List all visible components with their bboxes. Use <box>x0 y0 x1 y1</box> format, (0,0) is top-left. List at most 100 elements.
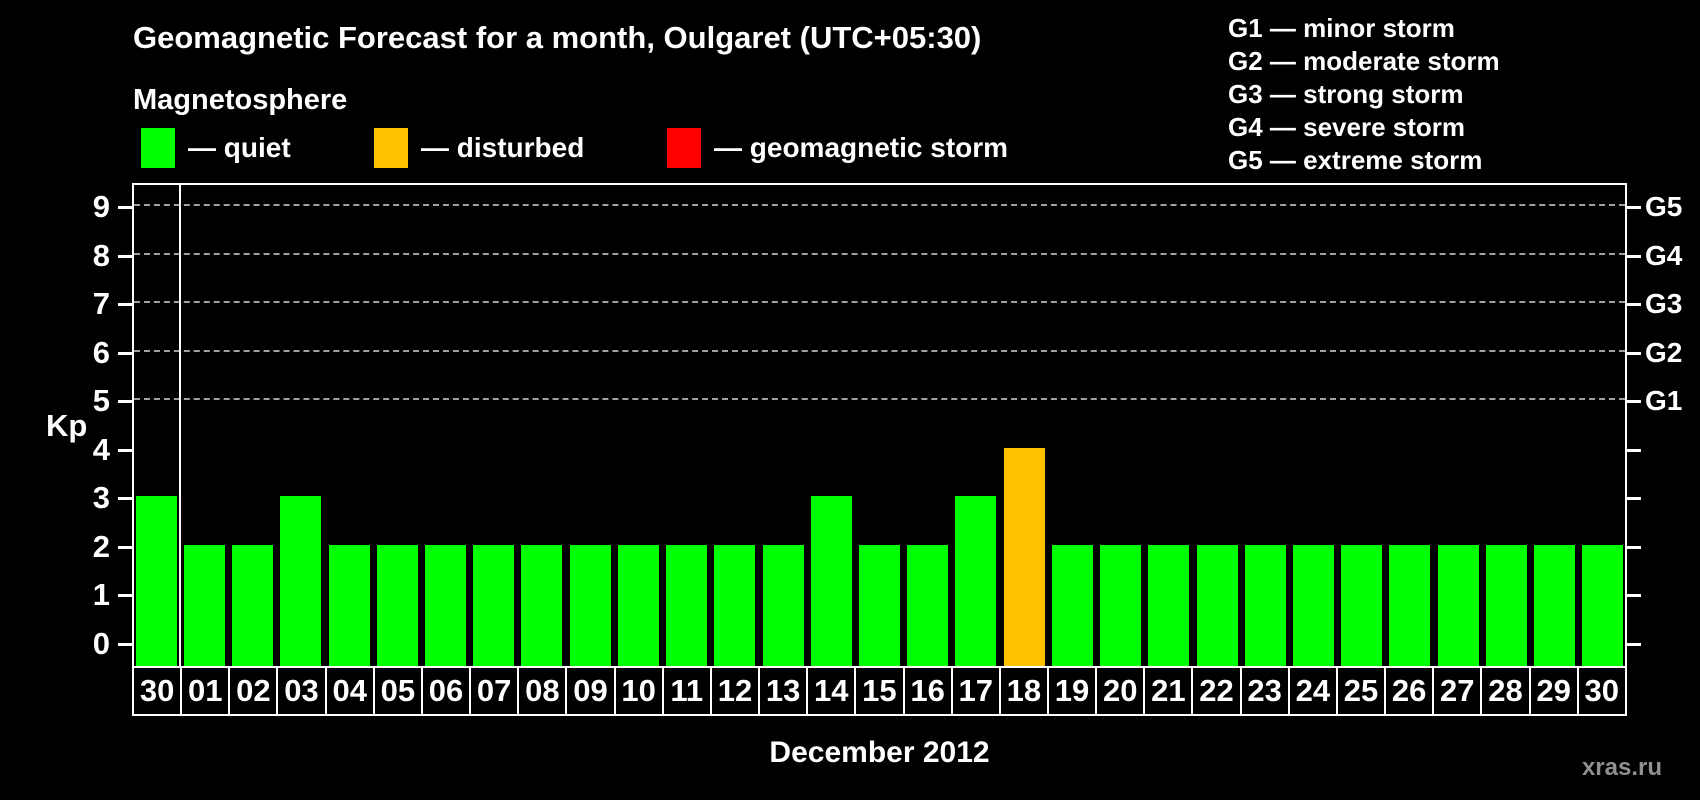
day-label-cell: 11 <box>661 666 712 716</box>
right-axis-label-g1: G1 <box>1645 385 1683 417</box>
gridline-kp-8 <box>134 252 1625 255</box>
kp-bar <box>232 544 274 666</box>
x-axis-title: December 2012 <box>769 736 990 769</box>
y-axis-tick-right <box>1627 642 1641 646</box>
day-label-cell: 07 <box>469 666 520 716</box>
day-label-cell: 01 <box>180 666 231 716</box>
day-label-cell: 17 <box>950 666 1001 716</box>
kp-bar <box>714 544 756 666</box>
legend-swatch-quiet-icon <box>141 128 175 168</box>
kp-bar <box>1389 544 1431 666</box>
magnetosphere-legend: — quiet — disturbed — geomagnetic storm <box>0 128 1700 172</box>
kp-bar <box>1148 544 1190 666</box>
kp-bar <box>1196 544 1238 666</box>
y-axis-tick-left <box>118 254 132 258</box>
y-axis-tick-left <box>118 448 132 452</box>
y-axis-label: 7 <box>92 286 110 322</box>
legend-item-disturbed: — disturbed <box>374 128 584 168</box>
day-label-cell: 06 <box>420 666 472 716</box>
gridline-kp-6 <box>134 349 1625 352</box>
y-axis-tick-right <box>1627 254 1641 258</box>
day-label-cell: 26 <box>1384 666 1435 716</box>
day-label-cell: 24 <box>1287 666 1338 716</box>
legend-label-quiet: — quiet <box>188 132 291 163</box>
kp-bar <box>1051 544 1093 666</box>
legend-item-storm: — geomagnetic storm <box>667 128 1008 168</box>
kp-bar <box>907 544 949 666</box>
y-axis-tick-left <box>118 206 132 210</box>
y-axis-label: 6 <box>92 334 110 370</box>
y-axis-tick-right <box>1627 497 1641 501</box>
day-label-cell: 02 <box>228 666 279 716</box>
kp-bar <box>617 544 659 666</box>
magnetosphere-label: Magnetosphere <box>133 84 348 116</box>
legend-swatch-storm-icon <box>667 128 701 168</box>
kp-bar <box>1437 544 1479 666</box>
kp-bar <box>762 544 804 666</box>
kp-bar <box>1293 544 1335 666</box>
right-axis-label-g2: G2 <box>1645 336 1683 368</box>
kp-bar <box>859 544 900 666</box>
kp-bar <box>473 544 515 666</box>
y-axis-tick-right <box>1627 206 1641 210</box>
gridline-kp-5 <box>134 398 1625 401</box>
kp-bar <box>955 496 997 666</box>
y-axis-label: 2 <box>92 528 110 564</box>
day-label-cell: 23 <box>1239 666 1290 716</box>
x-axis-day-row: 30 01 02 03 04 05 06 07 08 09 10 11 12 13 14 15 16 17 18 19… <box>132 666 1627 716</box>
y-axis-label: 1 <box>92 577 110 613</box>
gridline-kp-7 <box>134 301 1625 304</box>
kp-bar <box>569 544 611 666</box>
y-axis-label: 9 <box>92 189 110 225</box>
chart-title: Geomagnetic Forecast for a month, Oulgar… <box>133 20 982 55</box>
kp-bar <box>1244 544 1286 666</box>
day-label-cell: 30 <box>1576 666 1627 716</box>
day-label-cell: 13 <box>758 666 809 716</box>
right-axis-label-g4: G4 <box>1645 239 1683 271</box>
gridline-kp-9 <box>134 204 1625 207</box>
day-label-cell: 19 <box>1046 666 1098 716</box>
kp-bar <box>183 544 225 666</box>
y-axis-tick-left <box>118 545 132 549</box>
storm-scale-item: G2 — moderate storm <box>1228 46 1500 76</box>
y-axis-tick-right <box>1627 448 1641 452</box>
kp-bar <box>280 496 322 666</box>
day-label-cell: 04 <box>324 666 375 716</box>
y-axis-tick-left <box>118 642 132 646</box>
day-label-cell: 21 <box>1143 666 1194 716</box>
day-label-cell: 10 <box>613 666 664 716</box>
storm-scale-item: G5 — extreme storm <box>1228 145 1483 175</box>
day-label-cell: 20 <box>1095 666 1146 716</box>
watermark: xras.ru <box>1581 754 1662 781</box>
legend-swatch-disturbed-icon <box>374 128 408 168</box>
kp-bar <box>328 544 370 666</box>
kp-bar <box>424 544 466 666</box>
y-axis-label: 0 <box>92 625 110 661</box>
kp-bar <box>1100 544 1142 666</box>
y-axis-tick-right <box>1627 400 1641 404</box>
day-label-cell: 28 <box>1480 666 1531 716</box>
kp-bar <box>1485 544 1527 666</box>
previous-month-separator <box>179 185 182 666</box>
kp-bar <box>1582 544 1624 666</box>
legend-item-quiet: — quiet <box>141 128 291 168</box>
kp-bar <box>666 544 708 666</box>
day-label-cell: 05 <box>372 666 423 716</box>
y-axis-tick-left <box>118 497 132 501</box>
kp-bar <box>376 544 418 666</box>
storm-scale-legend: G1 — minor storm G2 — moderate storm G3 — … <box>1228 12 1500 177</box>
y-axis-tick-left <box>118 303 132 307</box>
kp-bar <box>1003 447 1045 666</box>
day-label-cell: 09 <box>565 666 616 716</box>
day-label-cell: 29 <box>1528 666 1579 716</box>
day-label-cell: 03 <box>276 666 327 716</box>
y-axis-tick-right <box>1627 303 1641 307</box>
y-axis-tick-right <box>1627 545 1641 549</box>
day-label-cell: 12 <box>709 666 761 716</box>
right-axis-label-g5: G5 <box>1645 191 1683 223</box>
day-label-cell: 18 <box>998 666 1049 716</box>
y-axis-tick-left <box>118 400 132 404</box>
y-axis-title: Kp <box>46 408 88 443</box>
kp-bar <box>1534 544 1576 666</box>
